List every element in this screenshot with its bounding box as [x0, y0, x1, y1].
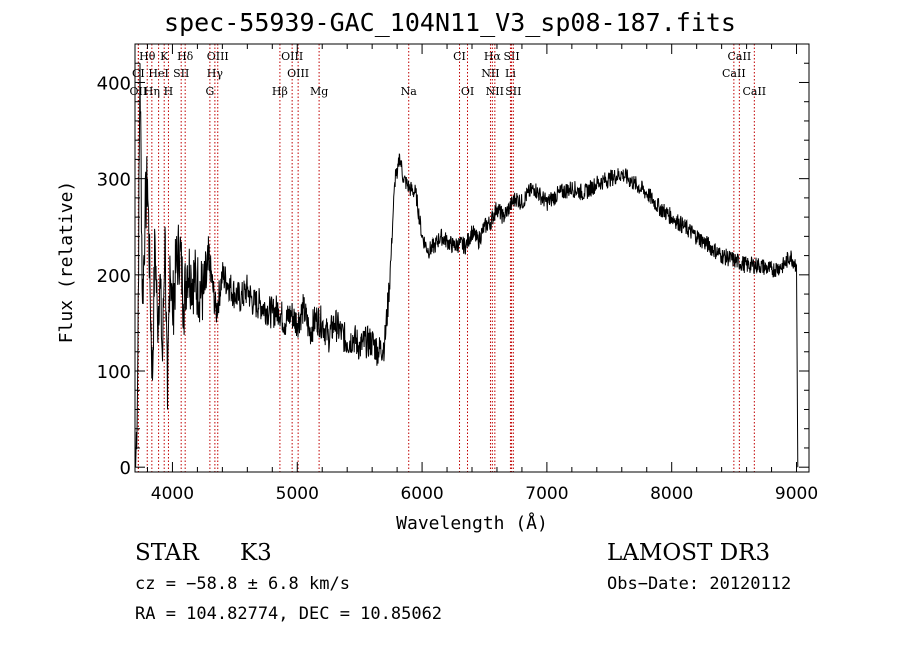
line-marker-label: OIII — [287, 67, 309, 80]
line-marker-label: NII — [486, 85, 504, 98]
x-tick-label: 5000 — [276, 484, 319, 504]
line-marker-label: OIII — [207, 50, 229, 63]
object-class: STAR — [135, 540, 199, 566]
line-marker-label: Mg — [310, 85, 328, 98]
chart-title: spec-55939-GAC_104N11_V3_sp08-187.fits — [164, 8, 736, 37]
line-marker-label: Hη — [144, 85, 160, 98]
line-marker-label: SII — [505, 85, 521, 98]
y-tick-label: 0 — [120, 458, 131, 479]
axis-ticks: 4000 5000 6000 7000 8000 9000 0 100 200 300 400 — [97, 44, 818, 504]
line-marker-label: CaII — [728, 50, 752, 63]
line-marker-label: Hα — [484, 50, 502, 63]
x-tick-label: 8000 — [650, 484, 693, 504]
line-marker-label: Hγ — [207, 67, 224, 80]
line-marker-label: OIII — [281, 50, 303, 63]
line-marker-label: CaII — [742, 85, 766, 98]
x-axis-label: Wavelength (Å) — [396, 512, 548, 534]
line-marker-label: CaII — [722, 67, 746, 80]
y-tick-label: 400 — [97, 73, 131, 94]
line-marker-label: Hθ — [139, 50, 156, 63]
line-marker-label: Hδ — [177, 50, 194, 63]
x-tick-label: 7000 — [525, 484, 568, 504]
observation-date: Obs−Date: 20120112 — [607, 574, 792, 594]
y-tick-label: 300 — [97, 170, 131, 191]
line-marker-label: OI — [461, 85, 474, 98]
line-marker-label: CI — [453, 50, 466, 63]
y-tick-label: 200 — [97, 266, 131, 287]
line-marker-label: SII — [173, 67, 189, 80]
y-tick-label: 100 — [97, 362, 131, 383]
sky-coordinates: RA = 104.82774, DEC = 10.85062 — [135, 604, 443, 624]
line-marker-label: OII — [130, 85, 148, 98]
flux-series-line — [135, 63, 799, 468]
x-tick-label: 4000 — [151, 484, 194, 504]
object-subclass: K3 — [240, 540, 272, 566]
line-marker-label: HeI — [148, 67, 168, 80]
line-marker-label: NII — [481, 67, 499, 80]
x-tick-label: 6000 — [400, 484, 443, 504]
line-marker-label: K — [160, 50, 169, 63]
line-marker-label: G — [205, 85, 214, 98]
plot-frame — [134, 43, 810, 473]
redshift-velocity: cz = −58.8 ± 6.8 km/s — [135, 574, 350, 594]
line-marker-label: SII — [503, 50, 519, 63]
x-tick-label: 9000 — [775, 484, 818, 504]
survey-name: LAMOST DR3 — [607, 540, 771, 566]
line-marker-label: Na — [401, 85, 418, 98]
y-axis-label: Flux (relative) — [56, 181, 77, 344]
line-marker-label: Li — [505, 67, 516, 80]
line-marker-label: H — [164, 85, 174, 98]
line-marker-label: Hβ — [272, 85, 288, 98]
